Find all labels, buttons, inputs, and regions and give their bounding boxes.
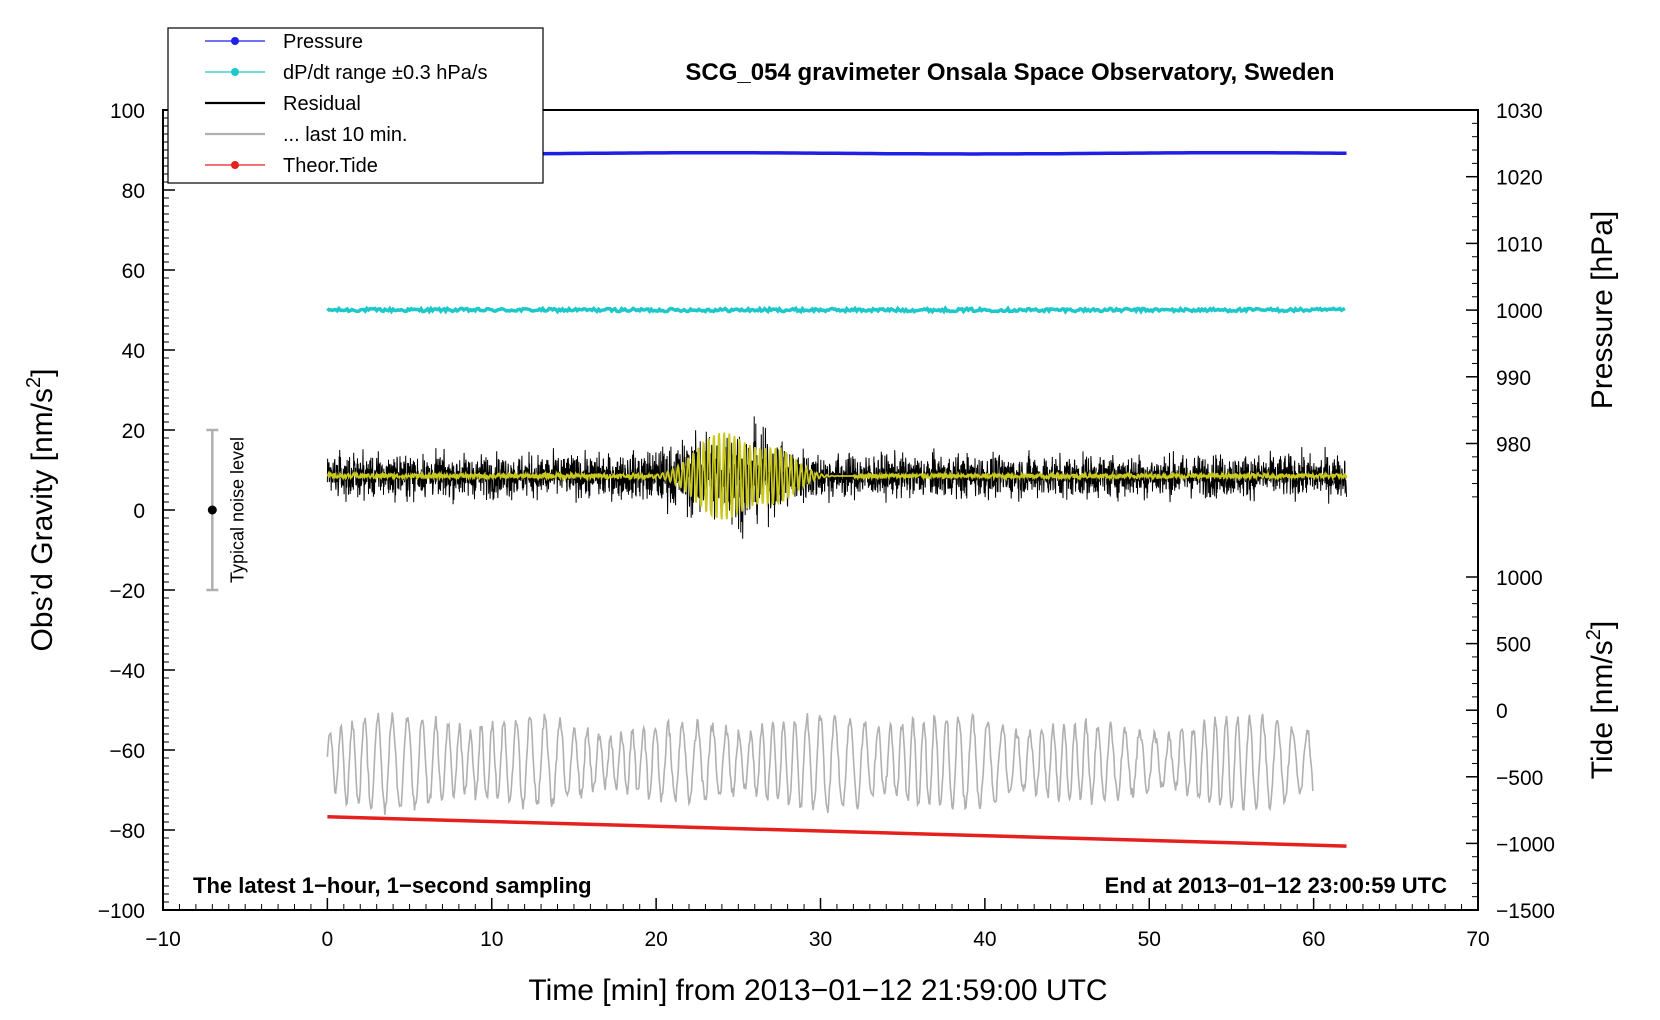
pressure-tick-label: 1020 <box>1496 167 1543 190</box>
pressure-tick-label: 990 <box>1496 367 1531 390</box>
x-tick-label: 20 <box>644 928 667 951</box>
chart-title: SCG_054 gravimeter Onsala Space Observat… <box>685 59 1334 86</box>
y-tick-label: 80 <box>122 180 145 203</box>
tide-tick-label: −500 <box>1496 767 1543 790</box>
series-layer <box>326 151 1348 848</box>
x-tick-label: 40 <box>973 928 996 951</box>
y-axis-title-left: Obs’d Gravity [nm/s2] <box>23 369 59 652</box>
tide-tick-label: 500 <box>1496 634 1531 657</box>
y-tick-label: 20 <box>122 420 145 443</box>
legend-marker <box>231 68 239 76</box>
series-residual-smoothed-line <box>326 432 1348 520</box>
tide-tick-label: 0 <box>1496 700 1508 723</box>
legend-marker <box>231 161 239 169</box>
tide-tick-label: 1000 <box>1496 567 1543 590</box>
legend-label: ... last 10 min. <box>283 124 408 146</box>
series-last-10-min-line <box>326 712 1314 815</box>
pressure-tick-label: 980 <box>1496 434 1531 457</box>
y-axis-ticks-left: 100 80 60 40 20 0 −20 −40 −60 −80 −100 <box>98 100 175 923</box>
y-tick-label: 60 <box>122 260 145 283</box>
pressure-axis-ticks: 1030 1020 1010 1000 990 980 <box>1466 100 1543 498</box>
y-tick-label: 0 <box>133 500 145 523</box>
x-tick-label: 50 <box>1138 928 1161 951</box>
annotation-bottom-right: End at 2013−01−12 23:00:59 UTC <box>1105 873 1448 898</box>
legend-box <box>167 27 544 184</box>
x-tick-label: −10 <box>145 928 181 951</box>
noise-center-point <box>207 505 217 515</box>
y-tick-label: −100 <box>98 900 145 923</box>
x-tick-label: 0 <box>322 928 334 951</box>
series-dpdt-line <box>326 305 1346 315</box>
pressure-tick-label: 1010 <box>1496 233 1543 256</box>
legend-label: Residual <box>283 93 361 115</box>
series-tide-line <box>327 815 1347 848</box>
pressure-tick-label: 1030 <box>1496 100 1543 123</box>
legend-marker <box>231 37 239 45</box>
legend-entries: Pressure dP/dt range ±0.3 hPa/s Residual..… <box>205 31 487 177</box>
y-tick-label: −20 <box>109 580 145 603</box>
pressure-tick-label: 1000 <box>1496 300 1543 323</box>
x-axis-title: Time [min] from 2013−01−12 21:59:00 UTC <box>528 974 1107 1007</box>
x-tick-label: 70 <box>1466 928 1489 951</box>
y-tick-label: 40 <box>122 340 145 363</box>
legend-label: dP/dt range ±0.3 hPa/s <box>283 62 487 84</box>
x-tick-label: 30 <box>809 928 832 951</box>
series-residual-line <box>326 416 1347 539</box>
x-tick-label: 60 <box>1302 928 1325 951</box>
annotation-bottom-left: The latest 1−hour, 1−second sampling <box>193 873 592 898</box>
y-tick-label: −40 <box>109 660 145 683</box>
tide-tick-label: −1000 <box>1496 833 1555 856</box>
y-tick-label: 100 <box>110 100 145 123</box>
y-axis-title-pressure: Pressure [hPa] <box>1586 211 1619 409</box>
tide-axis-ticks: 1000 500 0 −500 −1000 −1500 <box>1466 567 1555 923</box>
noise-indicator: Typical noise level <box>206 428 247 592</box>
x-tick-label: 10 <box>480 928 503 951</box>
x-axis-ticks: −10 0 10 20 30 40 50 60 70 <box>145 898 1490 951</box>
legend-label: Pressure <box>283 31 363 53</box>
legend-label: Theor.Tide <box>283 155 378 177</box>
y-tick-label: −80 <box>109 820 145 843</box>
noise-label: Typical noise level <box>227 437 247 583</box>
legend: Pressure dP/dt range ±0.3 hPa/s Residual..… <box>167 27 544 184</box>
y-axis-title-tide: Tide [nm/s2] <box>1583 621 1619 779</box>
y-tick-label: −60 <box>109 740 145 763</box>
tide-tick-label: −1500 <box>1496 900 1555 923</box>
